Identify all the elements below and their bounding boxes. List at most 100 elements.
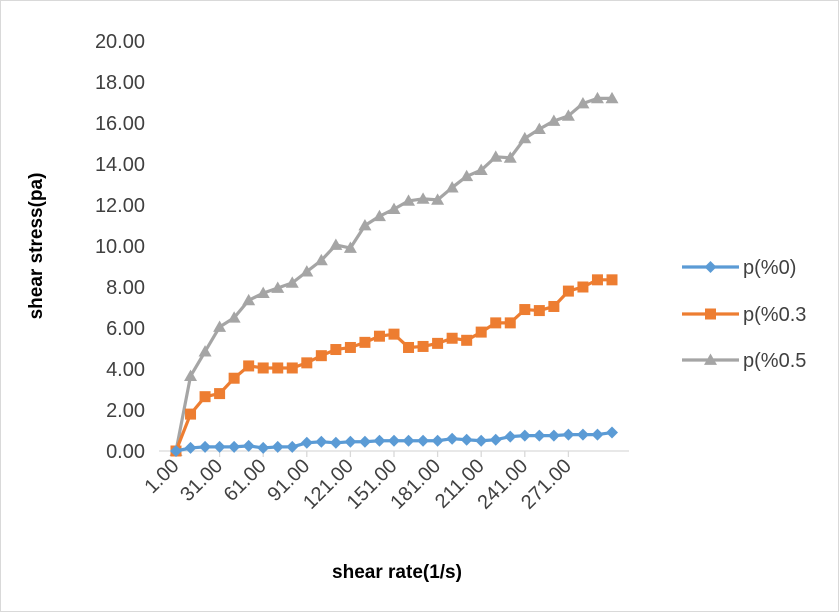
data-point: [431, 193, 445, 205]
data-point: [300, 436, 313, 449]
data-point: [387, 202, 401, 214]
data-point: [198, 345, 212, 357]
data-point: [547, 429, 560, 442]
data-point: [576, 97, 590, 109]
y-tick-label: 18.00: [95, 72, 145, 94]
data-point: [417, 434, 430, 447]
data-point: [518, 131, 532, 144]
data-point: [184, 441, 197, 454]
plot-series: [169, 91, 619, 457]
data-point: [372, 209, 386, 222]
data-point: [228, 440, 241, 453]
x-tick-label: 271.00: [517, 455, 576, 514]
data-point: [199, 440, 212, 453]
legend-item: p(%0.3: [682, 304, 806, 326]
data-point: [504, 317, 516, 329]
y-tick-label: 8.00: [106, 277, 145, 299]
data-point: [214, 388, 226, 400]
legend-marker-icon: [704, 261, 717, 273]
data-point: [272, 362, 284, 374]
data-point: [343, 241, 357, 253]
data-point: [373, 434, 386, 447]
data-point: [591, 428, 604, 441]
data-point: [518, 429, 531, 442]
data-point: [242, 293, 256, 306]
legend-item: p(%0.5: [682, 350, 806, 372]
data-point: [330, 344, 342, 356]
legend-item: p(%0): [682, 257, 796, 279]
series-line: [174, 96, 612, 452]
data-point: [388, 434, 400, 447]
data-point: [403, 341, 415, 353]
data-point: [402, 194, 416, 206]
data-point: [213, 440, 226, 453]
data-point: [562, 285, 574, 297]
data-point: [315, 350, 327, 362]
series-line: [174, 278, 612, 452]
data-point: [446, 432, 459, 445]
data-point: [533, 429, 546, 442]
data-point: [548, 300, 560, 312]
data-point: [329, 436, 342, 449]
data-point: [533, 305, 545, 317]
data-point: [359, 336, 371, 348]
series-2: [170, 274, 618, 457]
data-point: [358, 219, 372, 231]
legend-label: p(%0.5: [743, 350, 806, 372]
data-point: [286, 362, 298, 374]
data-point: [519, 304, 531, 316]
data-point: [591, 274, 603, 286]
data-point: [475, 326, 487, 338]
data-point: [490, 317, 502, 329]
data-point: [577, 281, 589, 293]
legend: p(%0) p(%0.3 p(%0.5: [682, 257, 806, 372]
data-point: [256, 286, 270, 299]
y-axis-title: shear stress(pa): [26, 173, 47, 320]
data-point: [286, 440, 299, 453]
y-tick-label: 10.00: [95, 236, 145, 258]
x-axis-ticks: 1.0031.0061.0091.00121.00151.00181.00211…: [140, 451, 576, 514]
x-tick-label: 31.00: [176, 455, 227, 506]
data-point: [431, 434, 444, 447]
data-point: [199, 391, 211, 403]
data-point: [242, 439, 255, 452]
y-tick-label: 4.00: [106, 359, 145, 381]
data-point: [417, 340, 429, 352]
data-point: [329, 238, 343, 250]
data-point: [257, 362, 269, 374]
data-point: [460, 169, 474, 182]
y-tick-label: 20.00: [95, 31, 145, 53]
data-point: [474, 163, 488, 176]
data-point: [503, 151, 517, 163]
data-point: [590, 91, 604, 104]
data-point: [446, 332, 458, 344]
data-point: [227, 311, 241, 323]
data-point: [300, 265, 314, 277]
series-1: [170, 426, 618, 457]
x-axis-title: shear rate(1/s): [332, 562, 462, 583]
y-tick-label: 0.00: [106, 441, 145, 463]
data-point: [301, 357, 313, 369]
data-point: [271, 281, 285, 293]
data-point: [606, 426, 618, 439]
y-tick-label: 6.00: [106, 318, 145, 340]
data-point: [576, 428, 589, 441]
data-point: [213, 320, 227, 332]
data-point: [344, 341, 356, 353]
data-point: [170, 445, 182, 457]
data-point: [489, 150, 503, 162]
data-point: [475, 434, 488, 447]
data-point: [314, 253, 328, 266]
data-point: [271, 440, 284, 453]
legend-marker-icon: [704, 353, 717, 365]
data-point: [185, 408, 197, 420]
data-point: [257, 441, 270, 454]
y-tick-label: 14.00: [95, 154, 145, 176]
data-point: [562, 428, 575, 441]
data-point: [432, 337, 444, 349]
data-point: [373, 330, 385, 342]
data-point: [547, 114, 561, 126]
legend-marker-icon: [705, 308, 716, 320]
